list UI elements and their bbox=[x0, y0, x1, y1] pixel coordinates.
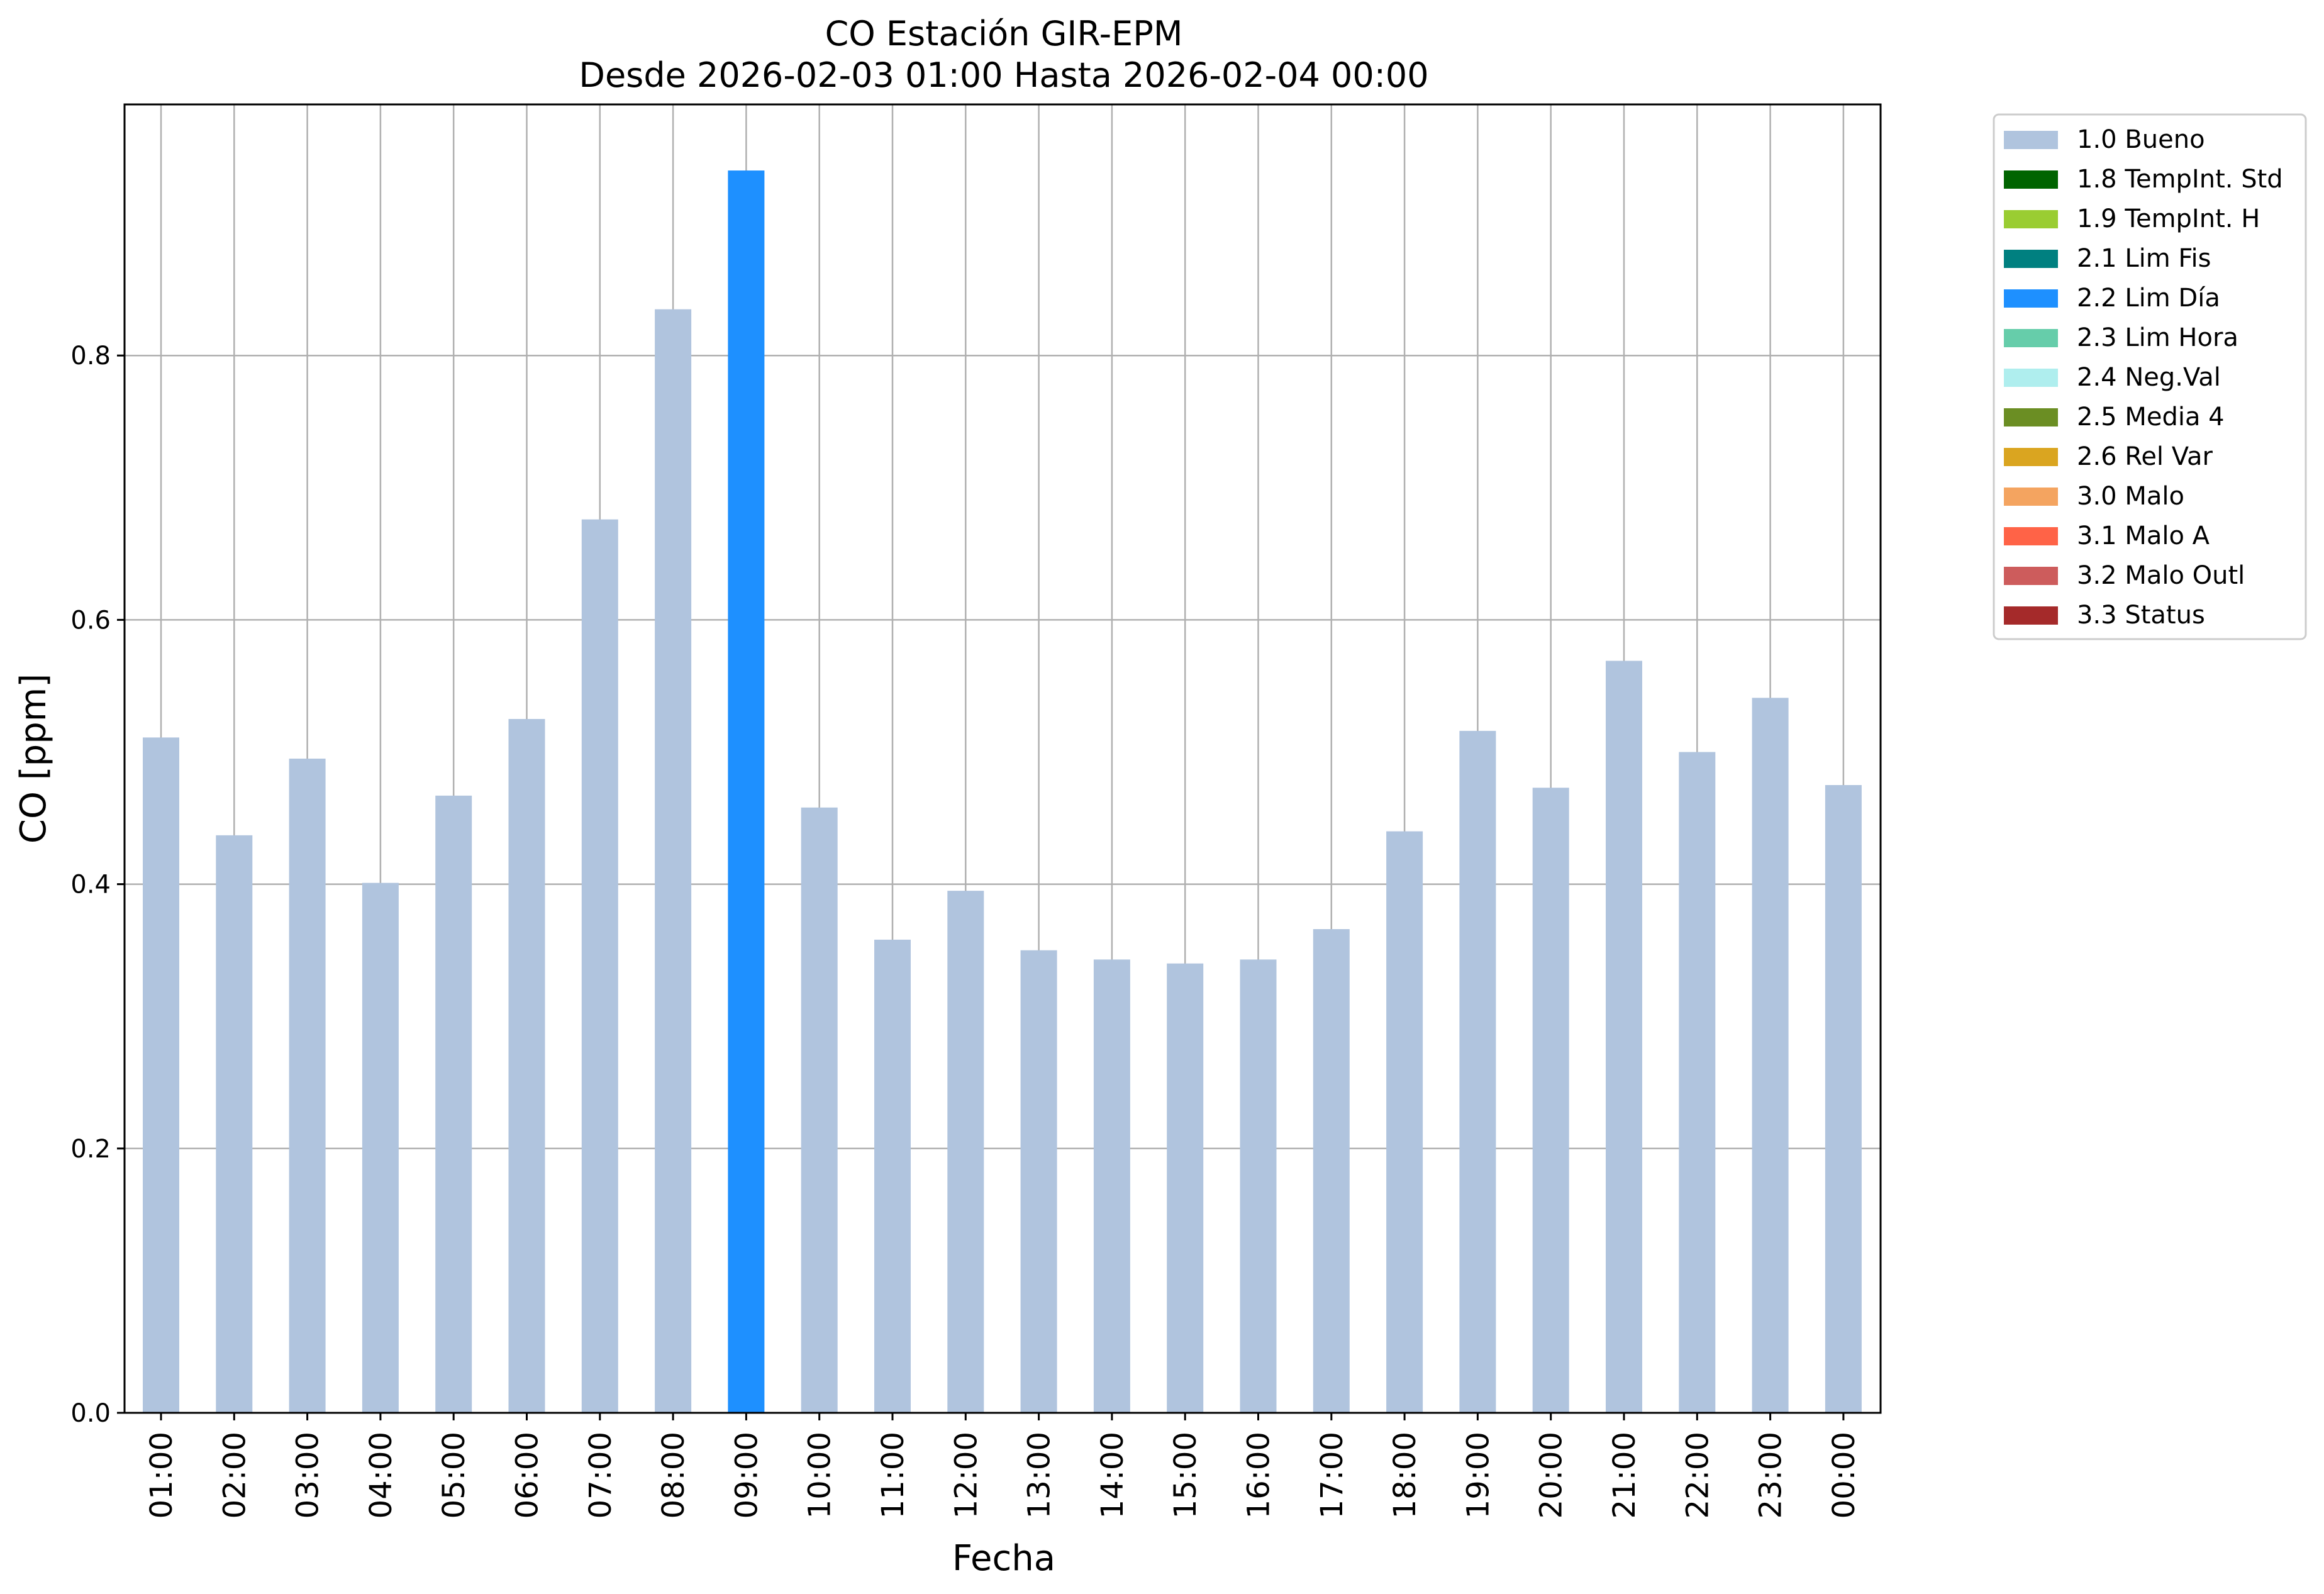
legend-swatch bbox=[2004, 606, 2058, 625]
x-tick-label: 02:00 bbox=[217, 1432, 252, 1519]
legend-swatch bbox=[2004, 329, 2058, 347]
x-axis-label: Fecha bbox=[952, 1538, 1055, 1579]
x-tick-label: 11:00 bbox=[876, 1432, 911, 1519]
x-tick-label: 17:00 bbox=[1315, 1432, 1350, 1519]
legend-label: 2.1 Lim Fis bbox=[2077, 244, 2211, 273]
legend-box bbox=[1993, 113, 2307, 640]
legend-label: 1.8 TempInt. Std bbox=[2077, 165, 2283, 194]
chart-title: CO Estación GIR-EPM bbox=[825, 14, 1183, 53]
bar bbox=[1679, 752, 1716, 1413]
bar bbox=[1825, 785, 1862, 1413]
bar bbox=[1020, 950, 1057, 1413]
x-tick-label: 05:00 bbox=[436, 1432, 472, 1519]
x-tick-label: 20:00 bbox=[1534, 1432, 1569, 1519]
y-tick-label: 0.6 bbox=[70, 606, 111, 635]
bar bbox=[1459, 730, 1496, 1413]
legend-swatch bbox=[2004, 289, 2058, 308]
x-tick-label: 03:00 bbox=[291, 1432, 326, 1519]
legend-label: 2.6 Rel Var bbox=[2077, 442, 2213, 471]
x-tick-label: 14:00 bbox=[1095, 1432, 1130, 1519]
legend-swatch bbox=[2004, 488, 2058, 506]
bar bbox=[362, 883, 399, 1413]
bar bbox=[581, 519, 618, 1413]
x-tick-label: 01:00 bbox=[144, 1432, 179, 1519]
legend-label: 2.3 Lim Hora bbox=[2077, 323, 2238, 352]
legend-label: 3.2 Malo Outl bbox=[2077, 561, 2245, 590]
x-tick-label: 12:00 bbox=[948, 1432, 984, 1519]
x-tick-label: 18:00 bbox=[1387, 1432, 1423, 1519]
bar bbox=[947, 891, 984, 1413]
legend-label: 3.1 Malo A bbox=[2077, 521, 2210, 550]
x-tick-label: 21:00 bbox=[1607, 1432, 1642, 1519]
legend-swatch bbox=[2004, 448, 2058, 466]
bar bbox=[1752, 698, 1789, 1413]
bar bbox=[1532, 788, 1569, 1413]
y-tick-label: 0.0 bbox=[70, 1399, 111, 1428]
legend-label: 2.4 Neg.Val bbox=[2077, 363, 2221, 392]
legend-label: 1.0 Bueno bbox=[2077, 125, 2205, 154]
legend-swatch bbox=[2004, 210, 2058, 228]
chart-subtitle: Desde 2026-02-03 01:00 Hasta 2026-02-04 … bbox=[579, 55, 1428, 95]
bar bbox=[1606, 660, 1642, 1413]
x-tick-label: 04:00 bbox=[364, 1432, 399, 1519]
x-tick-label: 15:00 bbox=[1168, 1432, 1203, 1519]
legend-swatch bbox=[2004, 369, 2058, 387]
bar bbox=[1240, 959, 1277, 1413]
bar bbox=[508, 718, 545, 1413]
legend: 1.0 Bueno 1.8 TempInt. Std 1.9 TempInt. H 2… bbox=[1993, 113, 2307, 640]
x-tick-label: 06:00 bbox=[510, 1432, 545, 1519]
bar bbox=[289, 759, 326, 1413]
plot-frame bbox=[123, 103, 1882, 1414]
legend-swatch bbox=[2004, 408, 2058, 426]
bar bbox=[728, 170, 765, 1413]
bar bbox=[874, 939, 911, 1413]
x-tick-label: 09:00 bbox=[729, 1432, 764, 1519]
bar bbox=[143, 737, 179, 1413]
x-tick-label: 19:00 bbox=[1460, 1432, 1496, 1519]
y-tick-label: 0.2 bbox=[70, 1135, 111, 1164]
x-tick-label: 00:00 bbox=[1826, 1432, 1862, 1519]
bar bbox=[801, 807, 838, 1413]
bar bbox=[435, 795, 472, 1413]
x-tick-label: 16:00 bbox=[1242, 1432, 1277, 1519]
legend-label: 2.2 Lim Día bbox=[2077, 284, 2220, 313]
bar bbox=[655, 309, 692, 1413]
bar bbox=[1313, 929, 1350, 1413]
x-tick-label: 10:00 bbox=[803, 1432, 838, 1519]
x-tick-label: 08:00 bbox=[656, 1432, 691, 1519]
legend-label: 2.5 Media 4 bbox=[2077, 403, 2225, 432]
x-tick-label: 07:00 bbox=[583, 1432, 618, 1519]
legend-swatch bbox=[2004, 250, 2058, 268]
legend-label: 3.3 Status bbox=[2077, 601, 2205, 630]
legend-label: 1.9 TempInt. H bbox=[2077, 204, 2260, 233]
x-tick-label: 13:00 bbox=[1022, 1432, 1057, 1519]
x-tick-label: 23:00 bbox=[1754, 1432, 1789, 1519]
x-axis-ticks: 01:00 02:00 03:00 04:00 05:00 06:00 07:00 08:00… bbox=[144, 1413, 1862, 1519]
legend-swatch bbox=[2004, 527, 2058, 545]
y-axis-label: CO [ppm] bbox=[13, 674, 54, 844]
bar bbox=[1167, 963, 1204, 1413]
y-tick-label: 0.4 bbox=[70, 871, 111, 900]
bar bbox=[216, 835, 253, 1413]
legend-label: 3.0 Malo bbox=[2077, 482, 2184, 511]
legend-swatch bbox=[2004, 567, 2058, 585]
bar bbox=[1386, 831, 1423, 1413]
legend-swatch bbox=[2004, 131, 2058, 149]
bars bbox=[143, 170, 1862, 1413]
x-tick-label: 22:00 bbox=[1680, 1432, 1715, 1519]
legend-swatch bbox=[2004, 170, 2058, 189]
bar bbox=[1093, 959, 1130, 1413]
y-tick-label: 0.8 bbox=[70, 342, 111, 371]
y-axis-ticks: 0.0 0.2 0.4 0.6 0.8 bbox=[70, 342, 125, 1428]
